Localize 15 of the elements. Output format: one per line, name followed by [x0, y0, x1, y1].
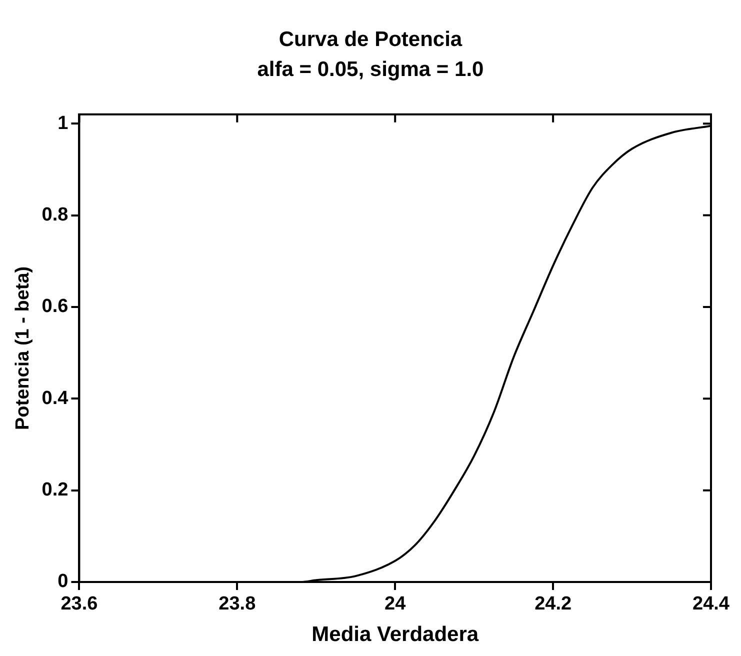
x-tick-label: 24: [384, 594, 406, 615]
x-axis-title: Media Verdadera: [312, 623, 479, 646]
x-tick-label: 24.4: [692, 594, 730, 615]
x-tick-label: 23.6: [60, 594, 98, 615]
y-tick-label: 0.2: [42, 480, 68, 501]
x-tick-label: 23.8: [218, 594, 256, 615]
y-axis-title: Potencia (1 - beta): [12, 266, 34, 430]
y-tick-label: 0: [58, 571, 68, 592]
chart-title: Curva de Potencia: [278, 28, 464, 52]
y-tick-label: 0.8: [42, 204, 68, 226]
y-tick-label: 1: [58, 112, 69, 134]
x-tick-label: 24.2: [534, 594, 572, 615]
chart-subtitle: alfa = 0.05, sigma = 1.0: [256, 58, 485, 82]
y-tick-label: 0.6: [42, 296, 68, 318]
y-tick-label: 0.4: [42, 388, 69, 409]
